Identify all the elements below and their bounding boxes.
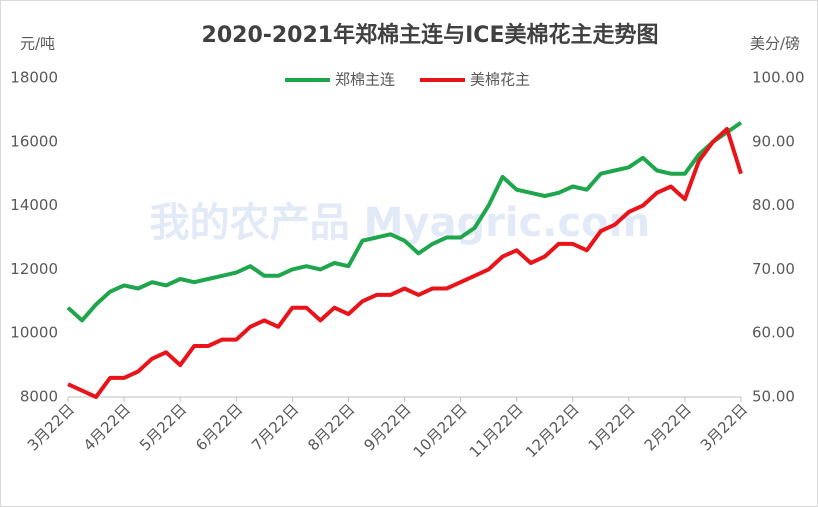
legend-label: 郑棉主连 <box>335 71 395 89</box>
y-tick-label: 18000 <box>10 69 58 87</box>
y-tick-label: 14000 <box>10 196 58 214</box>
y2-tick-label: 50.00 <box>752 388 795 406</box>
y-axis-label: 元/吨 <box>20 35 55 53</box>
y2-tick-label: 60.00 <box>752 324 795 342</box>
y-tick-label: 12000 <box>10 260 58 278</box>
y-tick-label: 16000 <box>10 132 58 150</box>
y2-axis-label: 美分/磅 <box>750 35 800 53</box>
y2-tick-label: 100.00 <box>752 69 805 87</box>
legend-label: 美棉花主 <box>470 71 530 89</box>
y-tick-label: 10000 <box>10 324 58 342</box>
series-line <box>66 121 743 323</box>
y2-tick-label: 90.00 <box>752 132 795 150</box>
chart-title: 2020-2021年郑棉主连与ICE美棉花主走势图 <box>202 22 659 48</box>
series-line <box>67 127 743 399</box>
y-tick-label: 8000 <box>20 388 58 406</box>
y2-tick-label: 80.00 <box>752 196 795 214</box>
y2-tick-label: 70.00 <box>752 260 795 278</box>
